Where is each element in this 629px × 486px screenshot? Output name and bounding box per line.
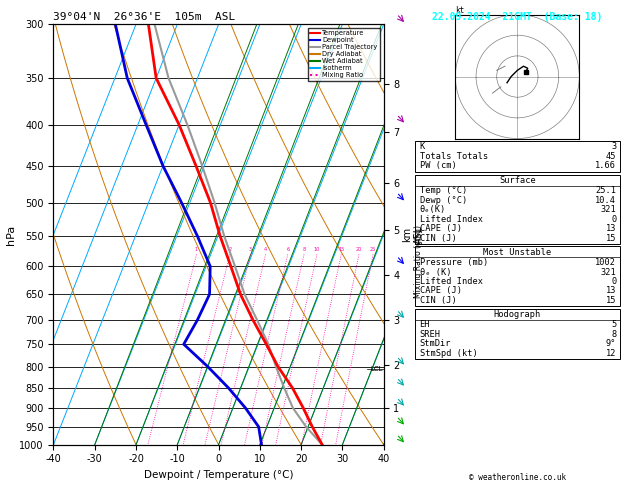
Text: PW (cm): PW (cm) (420, 161, 456, 171)
Text: θₑ (K): θₑ (K) (420, 268, 451, 277)
Text: Lifted Index: Lifted Index (420, 215, 482, 224)
Text: 20: 20 (356, 247, 362, 252)
Text: θₑ(K): θₑ(K) (420, 206, 446, 214)
Text: CIN (J): CIN (J) (420, 234, 456, 243)
Text: Dewp (°C): Dewp (°C) (420, 196, 467, 205)
Text: 12: 12 (606, 349, 616, 358)
Text: 25: 25 (370, 247, 376, 252)
Text: StmDir: StmDir (420, 339, 451, 348)
Text: 1: 1 (195, 247, 198, 252)
Text: Lifted Index: Lifted Index (420, 277, 482, 286)
Text: 10.4: 10.4 (596, 196, 616, 205)
X-axis label: Dewpoint / Temperature (°C): Dewpoint / Temperature (°C) (144, 470, 293, 480)
Text: CAPE (J): CAPE (J) (420, 225, 462, 233)
Text: 8: 8 (611, 330, 616, 339)
Text: 15: 15 (606, 234, 616, 243)
Text: 13: 13 (606, 287, 616, 295)
Text: © weatheronline.co.uk: © weatheronline.co.uk (469, 473, 566, 482)
Text: 5: 5 (611, 320, 616, 330)
Text: K: K (420, 142, 425, 152)
Text: CAPE (J): CAPE (J) (420, 287, 462, 295)
Text: 10: 10 (314, 247, 320, 252)
Text: 2: 2 (228, 247, 231, 252)
Text: 22.09.2024  21GMT  (Base: 18): 22.09.2024 21GMT (Base: 18) (432, 12, 603, 22)
Text: 6: 6 (286, 247, 289, 252)
Text: 13: 13 (606, 225, 616, 233)
Legend: Temperature, Dewpoint, Parcel Trajectory, Dry Adiabat, Wet Adiabat, Isotherm, Mi: Temperature, Dewpoint, Parcel Trajectory… (308, 28, 381, 81)
Text: 25.1: 25.1 (596, 187, 616, 195)
Text: Temp (°C): Temp (°C) (420, 187, 467, 195)
Text: 321: 321 (601, 206, 616, 214)
Text: SREH: SREH (420, 330, 440, 339)
Text: 3: 3 (249, 247, 252, 252)
Text: 1002: 1002 (596, 258, 616, 267)
Text: Totals Totals: Totals Totals (420, 152, 488, 161)
Text: 0: 0 (611, 277, 616, 286)
Text: LCL: LCL (370, 366, 382, 372)
Text: 45: 45 (606, 152, 616, 161)
Text: 39°04'N  26°36'E  105m  ASL: 39°04'N 26°36'E 105m ASL (53, 12, 236, 22)
Text: 9°: 9° (606, 339, 616, 348)
Text: EH: EH (420, 320, 430, 330)
Text: Mixing Ratio (g/kg): Mixing Ratio (g/kg) (414, 225, 423, 297)
Text: kt: kt (455, 5, 465, 15)
Text: 0: 0 (611, 215, 616, 224)
Text: Pressure (mb): Pressure (mb) (420, 258, 488, 267)
Text: 8: 8 (303, 247, 306, 252)
Text: 15: 15 (606, 296, 616, 305)
Text: Most Unstable: Most Unstable (483, 248, 552, 257)
Text: 4: 4 (264, 247, 267, 252)
Y-axis label: hPa: hPa (6, 225, 16, 244)
Text: Surface: Surface (499, 176, 536, 185)
Text: Hodograph: Hodograph (494, 310, 541, 319)
Text: CIN (J): CIN (J) (420, 296, 456, 305)
Y-axis label: km
ASL: km ASL (403, 226, 424, 243)
Text: 3: 3 (611, 142, 616, 152)
Text: 1.66: 1.66 (596, 161, 616, 171)
Text: 15: 15 (338, 247, 344, 252)
Text: StmSpd (kt): StmSpd (kt) (420, 349, 477, 358)
Text: 321: 321 (601, 268, 616, 277)
